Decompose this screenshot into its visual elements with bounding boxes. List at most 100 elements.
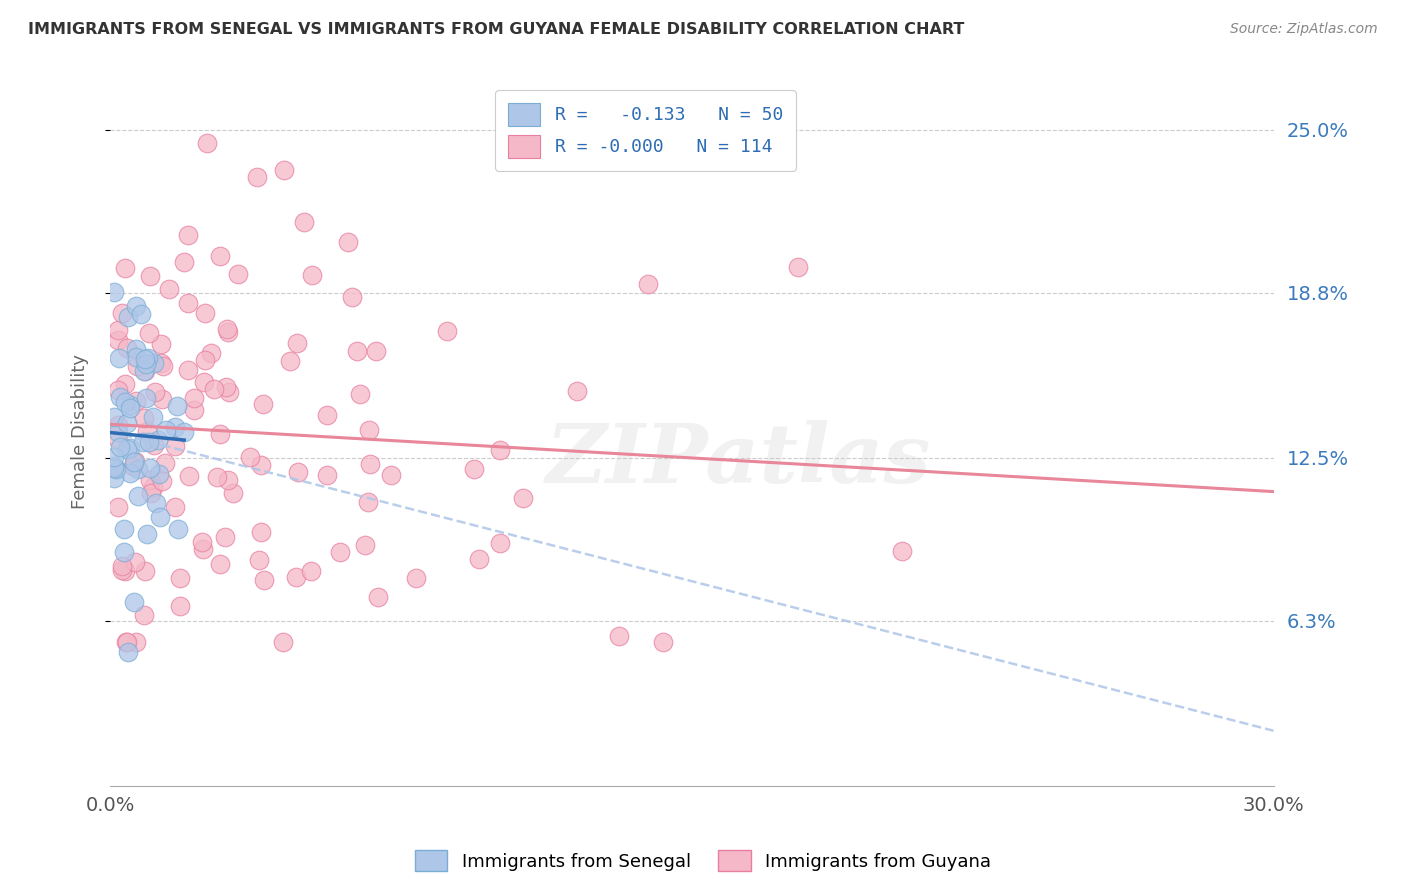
Point xyxy=(202,382,225,396)
Point xyxy=(142,410,165,425)
Text: ZIPatlas: ZIPatlas xyxy=(546,420,931,500)
Point xyxy=(108,440,131,454)
Point xyxy=(155,423,177,437)
Point xyxy=(114,260,136,275)
Point xyxy=(380,468,402,483)
Point xyxy=(114,377,136,392)
Point xyxy=(134,564,156,578)
Legend: Immigrants from Senegal, Immigrants from Guyana: Immigrants from Senegal, Immigrants from… xyxy=(408,843,998,879)
Point xyxy=(247,552,270,566)
Point xyxy=(120,441,142,455)
Point xyxy=(292,215,315,229)
Point xyxy=(193,375,215,389)
Point xyxy=(152,359,174,373)
Point xyxy=(488,442,510,457)
Point xyxy=(239,450,262,465)
Point xyxy=(891,543,914,558)
Point xyxy=(163,439,186,453)
Point xyxy=(155,456,177,470)
Point xyxy=(127,462,149,476)
Point xyxy=(222,485,245,500)
Point xyxy=(107,432,129,446)
Point xyxy=(177,296,200,310)
Point xyxy=(357,423,380,437)
Point xyxy=(637,277,659,291)
Point xyxy=(364,343,387,358)
Point xyxy=(215,380,238,394)
Point xyxy=(488,536,510,550)
Point xyxy=(122,458,145,473)
Point xyxy=(138,473,160,487)
Point xyxy=(208,249,231,263)
Point xyxy=(191,535,214,549)
Point xyxy=(173,425,195,439)
Point xyxy=(103,450,125,464)
Point xyxy=(217,474,239,488)
Point xyxy=(138,269,160,284)
Point xyxy=(285,336,308,351)
Point xyxy=(173,255,195,269)
Point xyxy=(214,530,236,544)
Point xyxy=(405,571,427,585)
Point xyxy=(117,310,139,325)
Point xyxy=(165,419,187,434)
Point xyxy=(107,323,129,337)
Point xyxy=(129,307,152,321)
Point xyxy=(287,466,309,480)
Point xyxy=(115,416,138,430)
Point xyxy=(253,573,276,587)
Point xyxy=(166,522,188,536)
Point xyxy=(367,590,389,604)
Point xyxy=(246,170,269,185)
Point xyxy=(132,364,155,378)
Point xyxy=(115,341,138,355)
Point xyxy=(357,495,380,509)
Point xyxy=(215,322,238,336)
Point xyxy=(607,629,630,643)
Point xyxy=(195,136,218,150)
Text: Source: ZipAtlas.com: Source: ZipAtlas.com xyxy=(1230,22,1378,37)
Point xyxy=(115,442,138,457)
Point xyxy=(299,564,322,578)
Point xyxy=(200,346,222,360)
Point xyxy=(138,326,160,341)
Point xyxy=(112,545,135,559)
Point xyxy=(468,552,491,566)
Point xyxy=(135,391,157,405)
Point xyxy=(127,489,149,503)
Point xyxy=(135,527,157,541)
Point xyxy=(111,563,134,577)
Point xyxy=(105,461,128,475)
Point xyxy=(218,384,240,399)
Point xyxy=(134,352,156,367)
Point xyxy=(115,634,138,648)
Point xyxy=(346,343,368,358)
Point xyxy=(315,408,337,422)
Point xyxy=(138,435,160,450)
Point xyxy=(176,227,198,242)
Point xyxy=(209,557,232,571)
Point xyxy=(107,425,129,439)
Point xyxy=(132,411,155,425)
Point xyxy=(107,418,129,433)
Point xyxy=(194,353,217,368)
Point xyxy=(120,401,142,415)
Point xyxy=(136,425,159,439)
Point xyxy=(284,569,307,583)
Point xyxy=(194,305,217,319)
Point xyxy=(138,351,160,366)
Point xyxy=(103,409,125,424)
Point xyxy=(315,467,337,482)
Point xyxy=(124,454,146,468)
Point xyxy=(132,607,155,622)
Point xyxy=(278,354,301,368)
Point xyxy=(148,467,170,481)
Point xyxy=(120,466,142,480)
Point xyxy=(150,392,173,406)
Point xyxy=(107,500,129,515)
Point xyxy=(512,491,534,505)
Point xyxy=(205,470,228,484)
Point xyxy=(112,522,135,536)
Point xyxy=(125,300,148,314)
Point xyxy=(142,438,165,452)
